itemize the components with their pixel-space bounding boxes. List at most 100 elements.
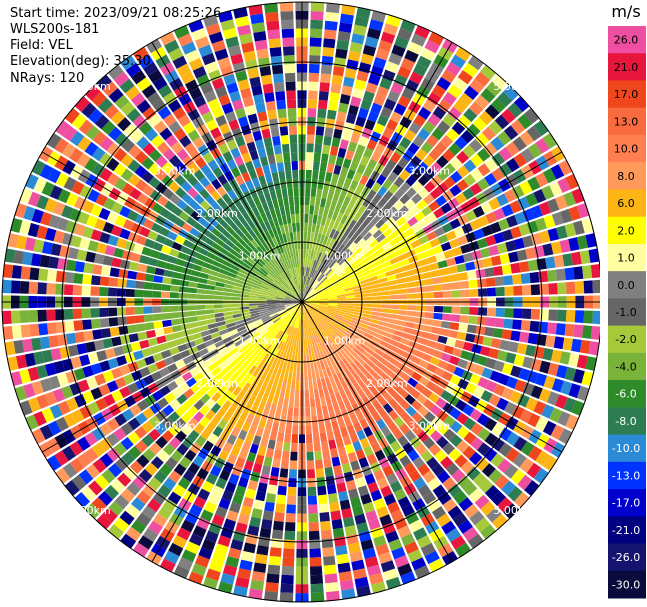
velocity-gate: [207, 433, 219, 445]
velocity-gate: [361, 465, 373, 477]
velocity-gate: [241, 152, 252, 164]
velocity-gate: [462, 187, 475, 200]
velocity-gate: [249, 295, 259, 299]
velocity-gate: [565, 414, 579, 431]
velocity-gate: [181, 424, 193, 436]
velocity-gate: [267, 260, 276, 269]
velocity-gate: [310, 302, 320, 305]
velocity-gate: [280, 272, 287, 281]
velocity-gate: [555, 268, 566, 281]
velocity-gate: [275, 295, 285, 299]
velocity-gate: [248, 253, 258, 262]
velocity-gate: [257, 482, 268, 493]
velocity-gate: [178, 305, 188, 312]
velocity-gate: [235, 322, 245, 329]
velocity-gate: [196, 342, 207, 351]
velocity-gate: [376, 324, 387, 332]
velocity-gate: [449, 156, 463, 170]
velocity-gate: [290, 268, 295, 278]
velocity-gate: [171, 353, 183, 363]
velocity-gate: [49, 404, 63, 419]
velocity-gate: [260, 285, 270, 291]
velocity-gate: [202, 334, 213, 343]
velocity-gate: [139, 226, 151, 238]
velocity-gate: [320, 216, 327, 226]
velocity-gate: [455, 192, 468, 205]
velocity-gate: [183, 388, 195, 399]
velocity-gate: [427, 498, 442, 513]
velocity-gate: [505, 352, 517, 364]
velocity-gate: [256, 545, 269, 556]
velocity-gate: [127, 210, 139, 222]
velocity-gate: [222, 27, 238, 40]
velocity-gate: [36, 394, 49, 410]
colorbar-swatch: [608, 216, 646, 245]
velocity-gate: [101, 468, 116, 484]
velocity-gate: [281, 342, 288, 352]
velocity-gate: [287, 107, 297, 118]
velocity-gate: [396, 277, 407, 284]
colorbar-swatch: [608, 107, 646, 136]
velocity-gate: [232, 313, 242, 319]
velocity-gate: [195, 388, 206, 399]
velocity-gate: [519, 409, 533, 424]
velocity-gate: [370, 283, 381, 289]
velocity-gate: [360, 53, 374, 65]
velocity-gate: [394, 555, 410, 568]
velocity-gate: [467, 55, 484, 71]
velocity-gate: [385, 376, 396, 387]
velocity-gate: [319, 303, 329, 306]
velocity-gate: [223, 287, 233, 293]
velocity-gate: [245, 179, 255, 191]
velocity-gate: [173, 331, 184, 340]
velocity-gate: [477, 288, 488, 297]
velocity-gate: [388, 284, 399, 291]
velocity-gate: [309, 306, 318, 312]
velocity-gate: [305, 249, 309, 259]
velocity-gate: [558, 159, 573, 176]
velocity-gate: [250, 355, 259, 365]
velocity-gate: [120, 488, 136, 503]
velocity-gate: [88, 108, 103, 124]
velocity-gate: [394, 404, 405, 416]
velocity-gate: [295, 302, 302, 309]
velocity-gate: [81, 486, 97, 502]
velocity-gate: [512, 274, 522, 285]
velocity-gate: [402, 210, 414, 222]
velocity-gate: [310, 302, 320, 304]
velocity-gate: [542, 455, 558, 471]
velocity-gate: [289, 308, 296, 315]
velocity-gate: [286, 90, 296, 100]
velocity-gate: [208, 376, 219, 387]
velocity-gate: [336, 306, 346, 310]
velocity-gate: [425, 305, 435, 312]
velocity-gate: [325, 256, 332, 266]
velocity-gate: [304, 275, 307, 285]
colorbar-tick-label: -8.0: [615, 415, 636, 428]
velocity-gate: [332, 401, 340, 412]
velocity-gate: [491, 437, 506, 452]
velocity-gate: [285, 81, 296, 91]
velocity-gate: [548, 282, 558, 295]
velocity-gate: [310, 259, 315, 269]
velocity-gate: [342, 281, 352, 288]
velocity-gate: [371, 379, 381, 389]
velocity-gate: [253, 346, 262, 356]
velocity-gate: [551, 349, 563, 363]
velocity-gate: [305, 285, 310, 295]
colorbar-tick-labels: 26.021.017.013.010.08.06.02.01.00.0-1.0-…: [612, 34, 640, 592]
velocity-gate: [261, 330, 270, 339]
velocity-gate: [251, 571, 266, 582]
velocity-gate: [147, 230, 159, 241]
velocity-gate: [245, 488, 256, 500]
velocity-gate: [19, 220, 31, 235]
velocity-gate: [504, 286, 514, 296]
velocity-gate: [230, 426, 241, 438]
velocity-gate: [484, 157, 498, 172]
velocity-gate: [19, 369, 31, 384]
velocity-gate: [346, 405, 355, 416]
velocity-gate: [144, 128, 159, 142]
velocity-gate: [394, 517, 408, 530]
velocity-gate: [259, 289, 269, 294]
velocity-gate: [222, 243, 232, 252]
